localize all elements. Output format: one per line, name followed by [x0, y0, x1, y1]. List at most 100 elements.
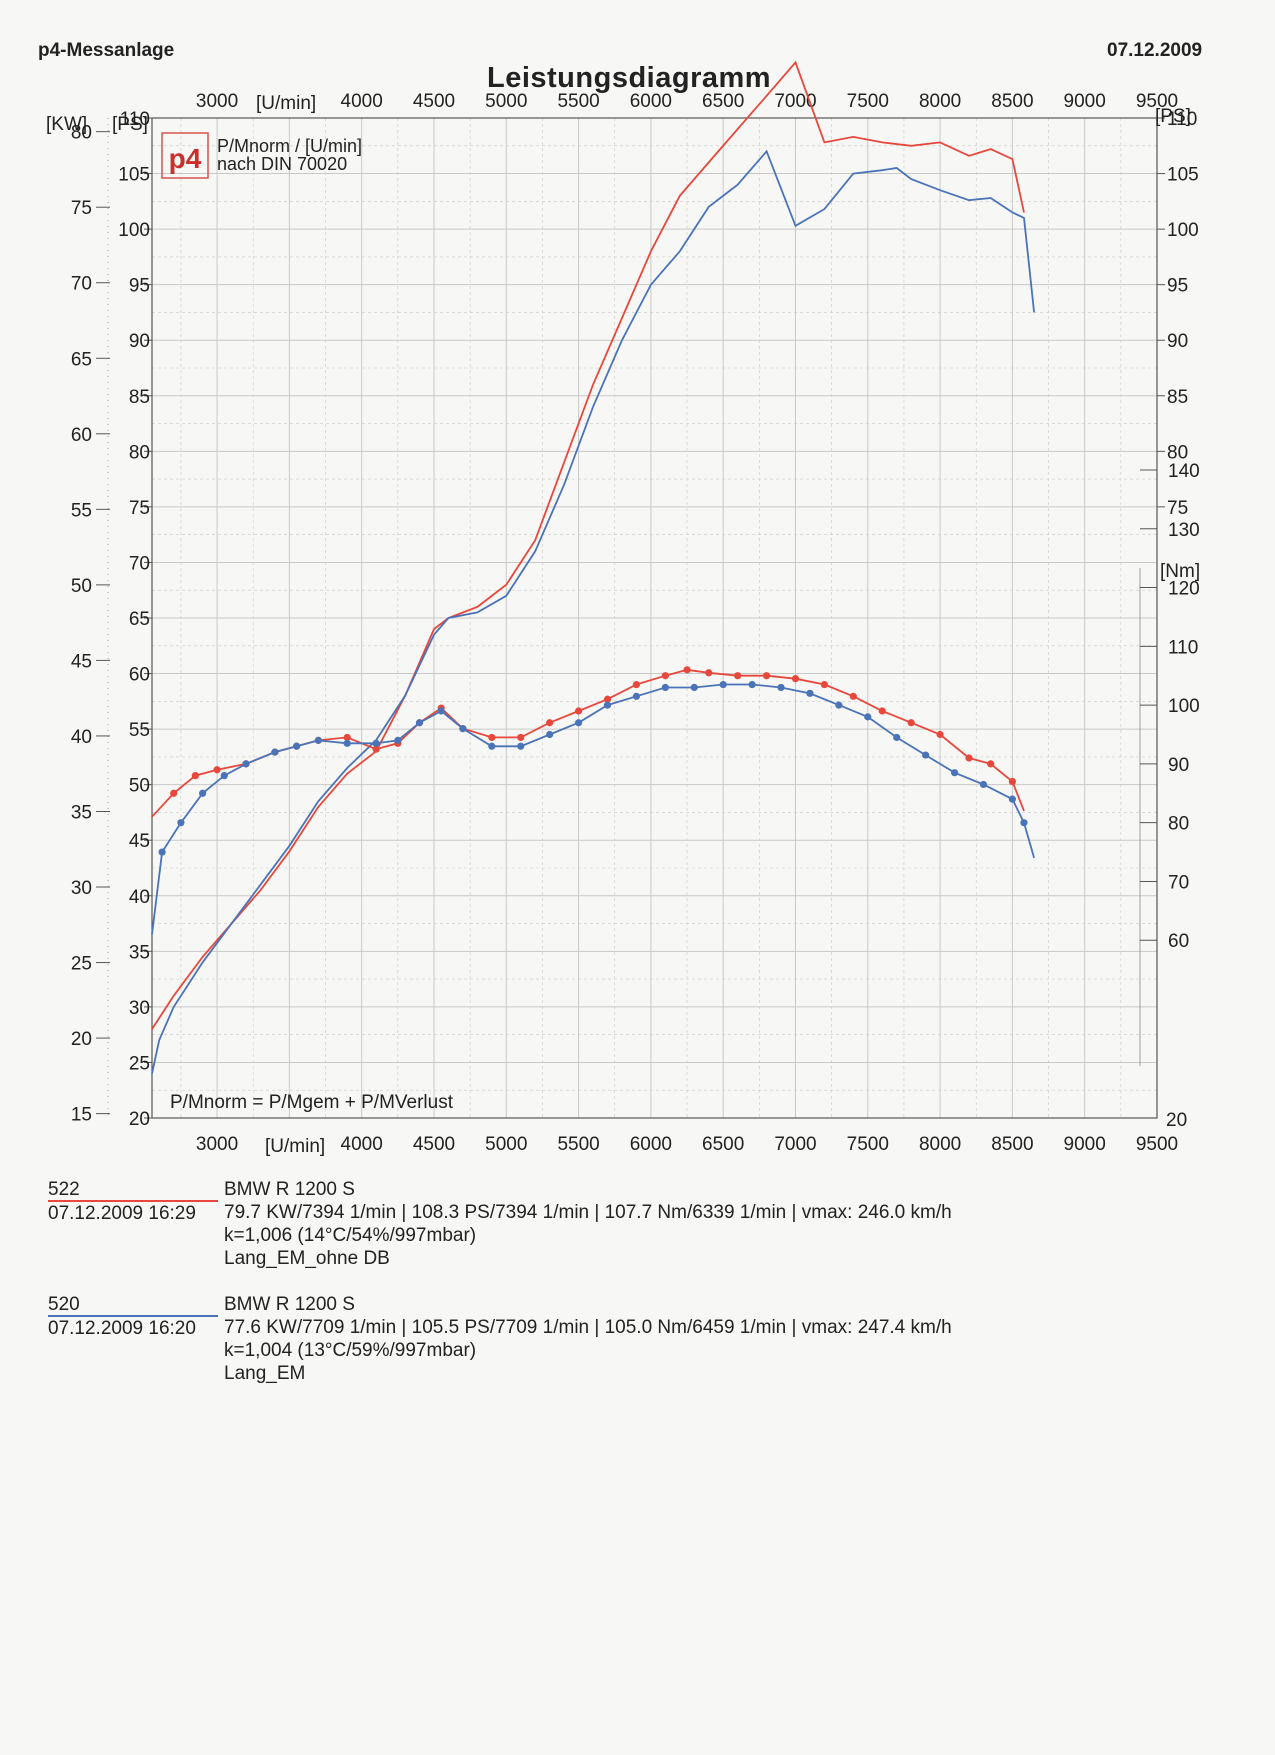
torque-point-520: [158, 848, 166, 856]
kw-tick-label: 80: [71, 123, 92, 144]
x-tick-label-bottom: 3000: [196, 1134, 238, 1155]
rpm-unit-bottom: [U/min]: [265, 1136, 325, 1157]
formula-label: P/Mnorm = P/Mgem + P/MVerlust: [170, 1092, 454, 1113]
series-line-torque-522: [151, 668, 1025, 818]
run-model: BMW R 1200 S: [224, 1294, 355, 1315]
ps-tick-label: 40: [129, 887, 150, 908]
ps-tick-label: 20: [129, 1109, 150, 1130]
torque-point-522: [632, 680, 641, 689]
torque-point-522: [936, 730, 944, 739]
torque-point-520: [293, 742, 301, 750]
nm-tick-label: 140: [1168, 461, 1200, 482]
torque-point-522: [820, 680, 829, 689]
x-tick-label-top: 8000: [919, 91, 961, 112]
x-tick-label-bottom: 9500: [1136, 1134, 1178, 1155]
torque-point-520: [517, 742, 525, 750]
run-id: 520: [48, 1294, 80, 1315]
nm-tick-label: 120: [1168, 579, 1200, 600]
x-tick-label-bottom: 7000: [774, 1134, 816, 1155]
ps-unit-label-left: [PS]: [112, 114, 148, 135]
torque-point-520: [979, 780, 988, 789]
torque-point-522: [878, 707, 886, 715]
kw-tick-label: 65: [71, 349, 92, 370]
torque-point-520: [1008, 795, 1016, 803]
torque-point-520: [922, 751, 930, 759]
torque-point-520: [950, 769, 959, 777]
p4-logo: p4: [161, 132, 209, 179]
torque-point-520: [719, 680, 727, 689]
kw-tick-label: 25: [71, 954, 92, 975]
torque-point-520: [864, 713, 872, 721]
ps-right-tick-label: 90: [1167, 331, 1188, 352]
torque-point-520: [893, 733, 901, 742]
run-conditions: k=1,006 (14°C/54%/997mbar): [224, 1225, 477, 1246]
torque-point-522: [517, 733, 525, 742]
torque-point-522: [705, 669, 713, 677]
torque-point-520: [394, 736, 402, 744]
torque-point-520: [314, 736, 322, 744]
x-tick-label-top: 6000: [630, 91, 672, 112]
torque-point-522: [603, 695, 612, 703]
kw-tick-label: 30: [71, 878, 92, 899]
torque-point-522: [661, 672, 669, 680]
ps-right-tick-label: 85: [1167, 387, 1188, 408]
ps-tick-label: 100: [118, 220, 150, 241]
x-tick-label-top: 7000: [774, 91, 816, 112]
torque-point-522: [1008, 777, 1016, 786]
lab-name: p4-Messanlage: [38, 40, 175, 61]
x-tick-label-top: 3000: [196, 91, 238, 112]
x-tick-label-top: 9000: [1064, 91, 1106, 112]
ps-tick-label: 25: [129, 1053, 150, 1074]
sheet-date: 07.12.2009: [1107, 40, 1203, 61]
ps-tick-label: 95: [129, 276, 150, 297]
nm-tick-label: 70: [1168, 872, 1189, 893]
x-tick-label-top: 8500: [991, 91, 1033, 112]
torque-point-522: [170, 789, 178, 797]
x-tick-label-bottom: 8000: [919, 1134, 961, 1155]
x-tick-label-bottom: 5000: [485, 1134, 527, 1155]
ps-tick-label: 55: [129, 720, 150, 741]
torque-point-522: [907, 719, 915, 727]
kw-tick-label: 15: [71, 1105, 92, 1126]
ps-tick-label: 75: [129, 498, 150, 519]
chart-series: [151, 60, 1035, 1074]
kw-tick-label: 60: [71, 425, 92, 446]
ps-tick-label: 50: [129, 776, 150, 797]
torque-point-520: [546, 730, 554, 739]
torque-point-520: [603, 701, 612, 709]
run-values: 79.7 KW/7394 1/min | 108.3 PS/7394 1/min…: [224, 1202, 952, 1223]
ps-tick-label: 30: [129, 998, 150, 1019]
run-datetime: 07.12.2009 16:29: [48, 1203, 196, 1224]
nm-tick-label: 60: [1168, 931, 1189, 952]
torque-point-522: [683, 666, 691, 674]
chart-grid: [152, 117, 1158, 1118]
torque-point-520: [220, 772, 228, 780]
ps-tick-label: 90: [129, 331, 150, 352]
x-tick-label-bottom: 9000: [1064, 1134, 1106, 1155]
ps-right-tick-label: 100: [1167, 220, 1199, 241]
x-tick-label-bottom: 4500: [413, 1134, 455, 1155]
torque-point-522: [343, 733, 351, 742]
ps-tick-label: 110: [120, 109, 150, 130]
ps-tick-label: 45: [129, 831, 150, 852]
x-tick-label-top: 4500: [413, 91, 455, 112]
kw-tick-label: 35: [71, 802, 92, 823]
rpm-unit-top: [U/min]: [256, 93, 316, 114]
chart-caption-line2: nach DIN 70020: [217, 154, 347, 174]
series-line-torque-520: [151, 683, 1035, 935]
torque-point-520: [459, 725, 467, 733]
ps-right-tick-label: 105: [1167, 165, 1199, 186]
x-tick-label-top: 4000: [341, 91, 383, 112]
nm-tick-label: 90: [1168, 755, 1189, 776]
x-tick-label-bottom: 5500: [557, 1134, 599, 1155]
torque-point-520: [242, 760, 250, 768]
torque-point-520: [1020, 819, 1028, 827]
torque-point-522: [372, 745, 380, 753]
run-conditions: k=1,004 (13°C/59%/997mbar): [224, 1340, 477, 1361]
torque-point-520: [574, 719, 583, 727]
ps-right-tick-label: 95: [1167, 276, 1188, 297]
nm-tick-label: 80: [1168, 814, 1189, 835]
chart-title: Leistungsdiagramm: [487, 62, 772, 94]
x-tick-label-bottom: 4000: [341, 1134, 383, 1155]
